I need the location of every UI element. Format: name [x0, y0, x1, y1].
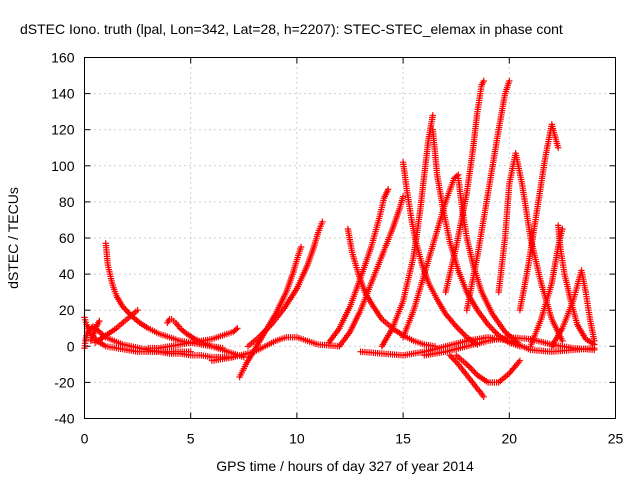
series-20-markers	[463, 77, 513, 314]
series-21	[495, 150, 566, 345]
series-26	[446, 352, 487, 400]
x-tick-label: 5	[187, 431, 195, 447]
series-19	[442, 77, 487, 296]
series-15-markers	[378, 112, 436, 350]
series-8-markers	[236, 243, 305, 381]
series-4-markers	[102, 240, 226, 352]
x-tick-label: 0	[81, 431, 89, 447]
y-tick-label: -20	[54, 374, 74, 390]
y-tick-label: 20	[59, 302, 75, 318]
series-14	[399, 159, 481, 348]
x-tick-label: 25	[608, 431, 624, 447]
y-tick-label: 60	[59, 230, 75, 246]
x-tick-label: 10	[289, 431, 305, 447]
series-24-markers	[527, 225, 566, 350]
series-29-markers	[421, 334, 598, 359]
series-15	[378, 112, 436, 350]
series-3-markers	[87, 317, 103, 345]
series-27-markers	[453, 352, 524, 386]
series-3	[87, 317, 103, 345]
series-26-markers	[446, 352, 487, 400]
series-18	[455, 175, 521, 346]
series-18-markers	[455, 175, 521, 346]
plot-frame	[84, 57, 616, 419]
series-13-markers	[336, 193, 407, 350]
series-14-markers	[399, 159, 481, 348]
series-5-markers	[91, 307, 141, 346]
series-24	[527, 225, 566, 350]
y-tick-label: 160	[51, 50, 75, 66]
y-tick-label: 100	[51, 158, 75, 174]
series-7-markers	[145, 325, 241, 352]
series-22	[516, 121, 562, 314]
y-tick-label: 40	[59, 266, 75, 282]
series-17	[399, 171, 462, 341]
y-tick-label: 120	[51, 122, 75, 138]
series-10-markers	[208, 334, 343, 364]
x-tick-label: 15	[395, 431, 411, 447]
series-8	[236, 243, 305, 381]
series-22-markers	[516, 121, 562, 314]
series-12-markers	[325, 186, 392, 346]
series-20	[463, 77, 513, 314]
series-5	[91, 307, 141, 346]
series-9-markers	[244, 218, 326, 350]
x-axis-label: GPS time / hours of day 327 of year 2014	[216, 458, 474, 474]
series-13	[336, 193, 407, 350]
series-12	[325, 186, 392, 346]
y-tick-label: 140	[51, 86, 75, 102]
series-4	[102, 240, 226, 352]
axis-ticks: 0 5 10 15 20 25 -40 -20 0 20 40 60 80 100 120 140 160	[51, 50, 623, 447]
chart-title: dSTEC Iono. truth (lpal, Lon=342, Lat=28…	[20, 21, 563, 37]
series-21-markers	[495, 150, 566, 345]
series-10	[208, 334, 343, 364]
y-tick-label: 0	[67, 338, 75, 354]
series-9	[244, 218, 326, 350]
x-tick-label: 20	[502, 431, 518, 447]
series-27	[453, 352, 524, 386]
y-tick-label: 80	[59, 194, 75, 210]
series-7	[145, 325, 241, 352]
series-19-markers	[442, 77, 487, 296]
series-17-markers	[399, 171, 462, 341]
y-tick-label: -40	[54, 411, 74, 427]
series-29	[421, 334, 598, 359]
data-points	[81, 77, 598, 400]
y-axis-label: dSTEC / TECUs	[5, 187, 21, 289]
